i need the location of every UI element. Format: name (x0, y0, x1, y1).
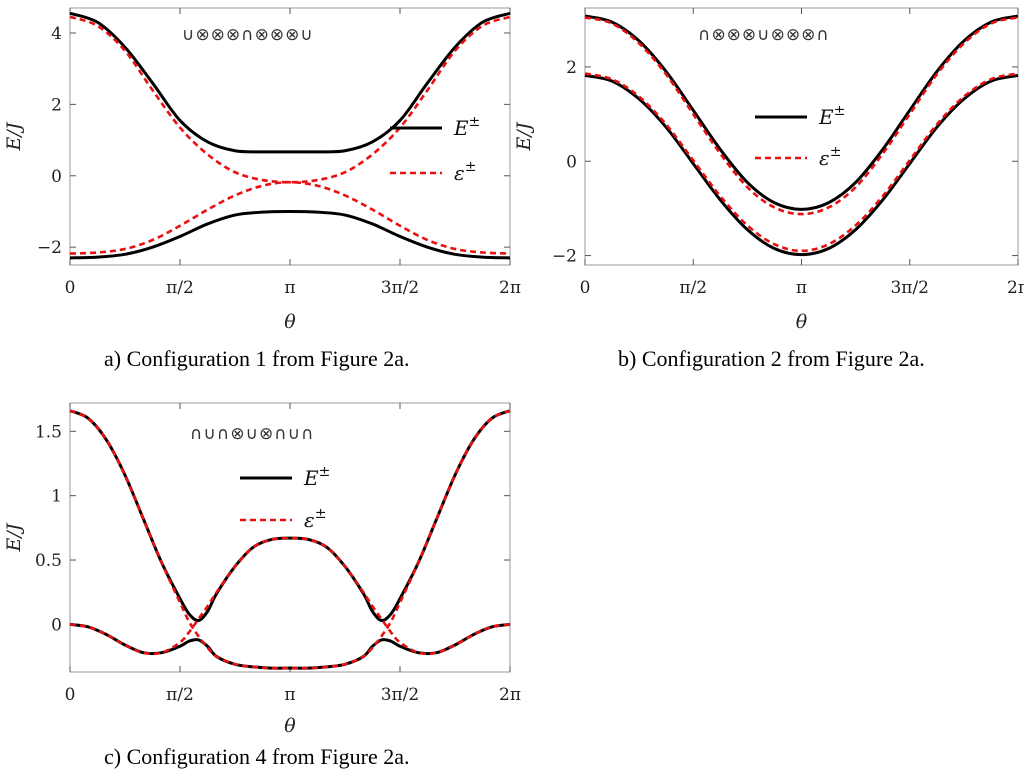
series-line-E (584, 14, 1019, 211)
y-tick-label: 1 (51, 487, 62, 507)
legend-label-epsilon: ε± (304, 506, 326, 532)
caption-b: b) Configuration 2 from Figure 2a. (618, 346, 925, 371)
x-tick-label: π/2 (166, 685, 194, 705)
series-line-E (69, 622, 511, 670)
series-line-E (69, 409, 511, 623)
y-tick-label: 0 (51, 615, 62, 635)
x-tick-label: π (284, 278, 295, 298)
y-tick-label: 2 (51, 95, 62, 115)
x-tick-label: π (284, 685, 295, 705)
x-axis-label: θ (284, 311, 296, 333)
configuration-symbols: ∩⊗⊗⊗∪⊗⊗⊗∩ (698, 25, 830, 45)
legend-label-E: E± (453, 114, 480, 140)
caption-a: a) Configuration 1 from Figure 2a. (104, 346, 410, 371)
series-line-E (69, 11, 511, 154)
y-tick-label: 0 (51, 167, 62, 187)
y-axis-label: E/J (3, 121, 25, 151)
y-tick-label: −2 (37, 238, 62, 258)
series-line-epsilon (584, 72, 1019, 253)
configuration-symbols: ∪⊗⊗⊗∩⊗⊗⊗∪ (182, 25, 314, 45)
x-tick-label: 3π/2 (890, 278, 929, 298)
x-axis-label: θ (796, 311, 808, 333)
x-tick-label: 0 (580, 278, 591, 298)
x-tick-label: 3π/2 (381, 685, 420, 705)
legend-label-epsilon: ε± (819, 144, 841, 170)
x-tick-label: π/2 (679, 278, 707, 298)
x-tick-label: 3π/2 (381, 278, 420, 298)
series-line-epsilon (69, 180, 511, 255)
legend-label-E: E± (818, 103, 845, 129)
y-axis-label: E/J (513, 121, 535, 151)
y-axis-label: E/J (3, 522, 25, 552)
y-tick-label: 1.5 (35, 422, 62, 442)
configuration-symbols: ∩∪∩⊗∪⊗∩∪∩ (190, 424, 315, 444)
x-tick-label: 2π (499, 685, 521, 705)
x-tick-label: π/2 (166, 278, 194, 298)
y-tick-label: 2 (566, 58, 577, 78)
legend-label-epsilon: ε± (454, 159, 476, 185)
plot-frame (69, 7, 511, 266)
plot-frame (584, 7, 1019, 266)
y-tick-label: 0 (566, 152, 577, 172)
series-line-E (69, 209, 511, 260)
series-line-E (584, 73, 1019, 257)
x-tick-label: π (796, 278, 807, 298)
x-axis-label: θ (284, 715, 296, 737)
y-tick-label: 4 (51, 24, 62, 44)
chart-panel-c: 0 π/2 π 3π/2 2π 0 0.5 1 1.5 θ E/J ∩∪∩⊗∪⊗∩∪∩ E± ε± (3, 402, 521, 737)
caption-c: c) Configuration 4 from Figure 2a. (104, 744, 410, 769)
series-line-epsilon (69, 536, 511, 656)
y-tick-label: 0.5 (35, 551, 62, 571)
x-tick-label: 0 (65, 278, 76, 298)
x-tick-label: 2π (1007, 278, 1024, 298)
x-tick-label: 0 (65, 685, 76, 705)
x-tick-label: 2π (499, 278, 521, 298)
y-tick-label: −2 (552, 247, 577, 267)
series-line-epsilon (584, 16, 1019, 216)
legend-label-E: E± (303, 464, 330, 490)
